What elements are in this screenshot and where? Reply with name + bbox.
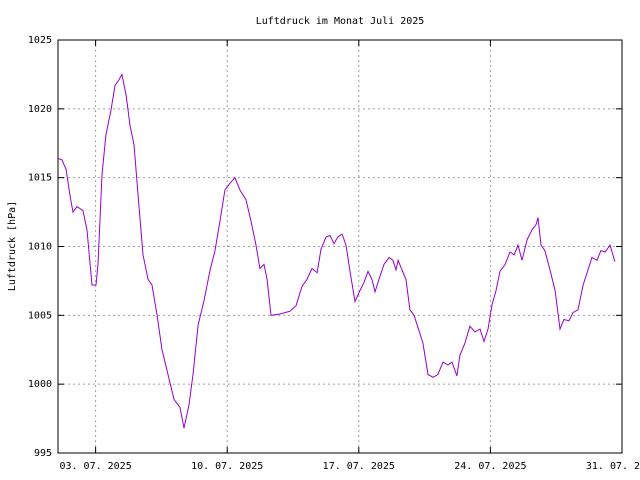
- y-tick-label: 1015: [28, 173, 52, 184]
- x-tick-label: 31. 07. 2025: [586, 461, 640, 472]
- y-tick-label: 1010: [28, 242, 52, 253]
- y-tick-label: 1005: [28, 310, 52, 321]
- plot-border: [57, 39, 623, 454]
- chart-title: Luftdruck im Monat Juli 2025: [256, 16, 425, 27]
- y-axis-label: Luftdruck [hPa]: [7, 201, 18, 291]
- x-tick-label: 10. 07. 2025: [191, 461, 263, 472]
- data-line: [57, 72, 616, 429]
- y-tick-label: 1025: [28, 35, 52, 46]
- x-tick-label: 17. 07. 2025: [323, 461, 395, 472]
- y-tick-label: 1020: [28, 104, 52, 115]
- x-tick-label: 03. 07. 2025: [59, 461, 131, 472]
- y-tick-label: 995: [34, 448, 52, 459]
- x-tick-label: 24. 07. 2025: [454, 461, 526, 472]
- y-tick-label: 1000: [28, 379, 52, 390]
